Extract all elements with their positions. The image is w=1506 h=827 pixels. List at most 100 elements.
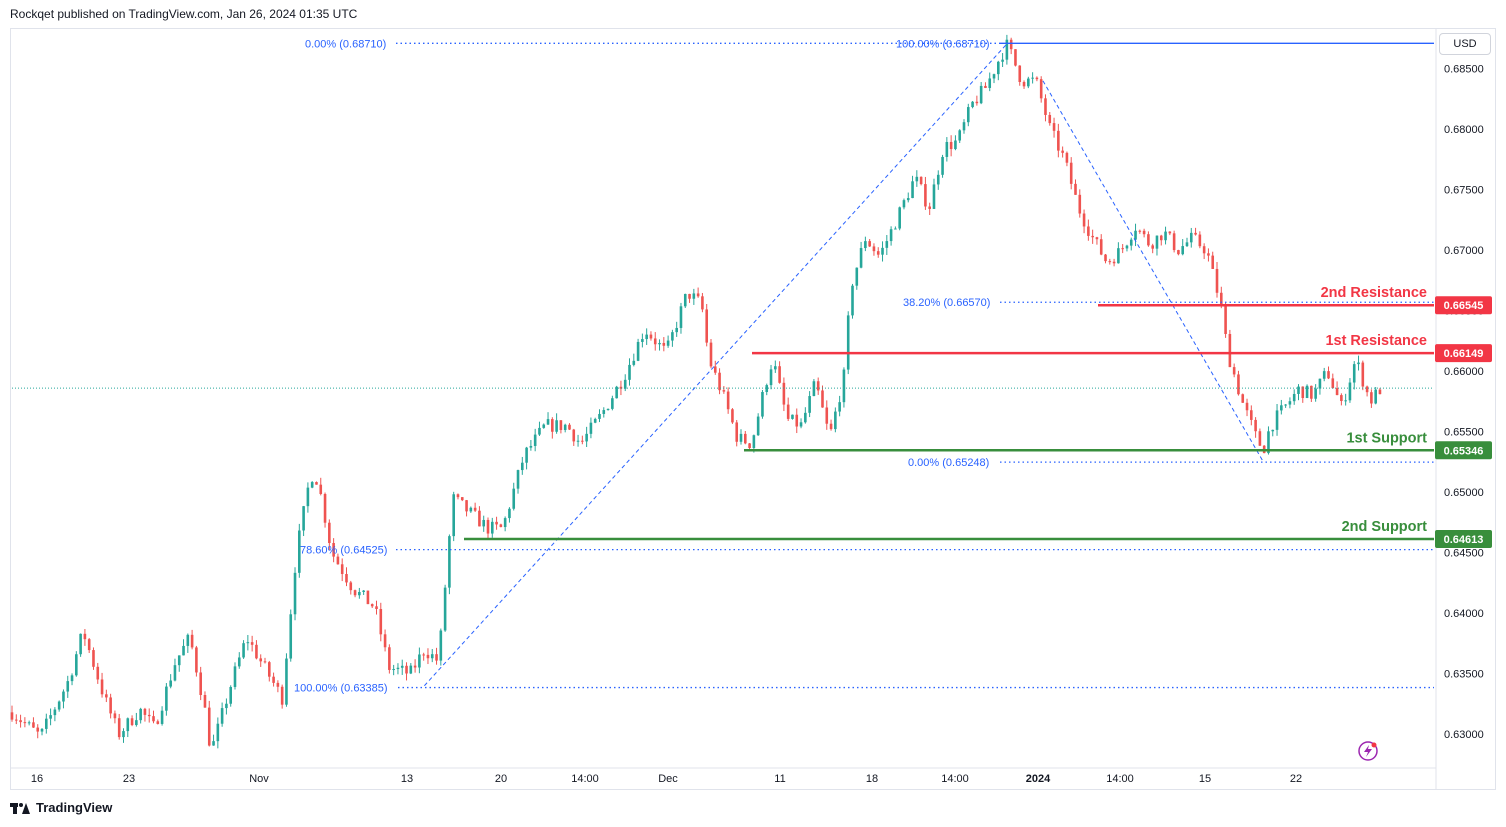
candle-body xyxy=(83,633,87,640)
candle-body xyxy=(216,723,220,742)
x-tick-label: 14:00 xyxy=(941,773,969,785)
candle-body xyxy=(679,306,683,328)
candle-body xyxy=(1288,401,1292,405)
candle-body xyxy=(203,695,207,708)
candle-body xyxy=(692,293,696,299)
candle-body xyxy=(366,590,370,605)
lightning-icon[interactable] xyxy=(1357,740,1379,762)
candle-body xyxy=(636,341,640,361)
chart-frame[interactable] xyxy=(10,28,1496,790)
candle-body xyxy=(1087,226,1090,236)
candle-body xyxy=(705,309,709,343)
candle-body xyxy=(469,507,473,512)
candle-body xyxy=(40,728,44,732)
candle-body xyxy=(452,494,455,537)
candle-body xyxy=(456,494,460,498)
x-tick-label: 14:00 xyxy=(571,773,599,785)
x-tick-label: 16 xyxy=(31,773,43,785)
candle-body xyxy=(465,500,468,512)
x-tick-label: 2024 xyxy=(1026,773,1051,785)
candle-body xyxy=(340,564,344,575)
support-level-label: 2nd Support xyxy=(1342,519,1428,535)
candle-body xyxy=(117,718,121,738)
x-tick-label: Nov xyxy=(249,773,269,785)
resistance-level-label: 1st Resistance xyxy=(1325,333,1427,349)
candle-body xyxy=(156,721,160,724)
candle-body xyxy=(894,228,897,230)
candle-body xyxy=(1177,250,1180,255)
candle-body xyxy=(53,709,57,716)
candle-body xyxy=(1164,231,1167,241)
candle-body xyxy=(1335,388,1339,396)
candle-body xyxy=(70,675,74,682)
candle-body xyxy=(1250,410,1253,420)
candle-body xyxy=(722,390,726,392)
candle-body xyxy=(555,420,558,432)
candle-body xyxy=(731,409,734,423)
candle-body xyxy=(1378,389,1382,395)
candle-body xyxy=(876,251,880,255)
candle-body xyxy=(765,385,769,392)
candle-body xyxy=(795,414,799,427)
candle-body xyxy=(1052,123,1056,131)
candle-body xyxy=(19,720,22,723)
candle-body xyxy=(949,141,953,150)
footer-brand[interactable]: TradingView xyxy=(10,800,112,815)
candle-body xyxy=(1344,400,1347,402)
candle-body xyxy=(1374,389,1377,404)
y-tick-label: 0.63500 xyxy=(1444,669,1484,681)
candle-body xyxy=(619,386,623,389)
candle-body xyxy=(1147,234,1150,246)
candle-body xyxy=(345,574,348,583)
candle-body xyxy=(804,412,807,423)
price-badge xyxy=(1435,296,1492,315)
candle-body xyxy=(701,296,704,310)
candle-body xyxy=(572,429,576,442)
candle-body xyxy=(658,342,661,345)
candle-body xyxy=(280,686,284,705)
candle-body xyxy=(1142,230,1146,235)
candle-body xyxy=(96,666,100,680)
candle-body xyxy=(233,666,237,687)
candle-body xyxy=(508,508,511,519)
candle-body xyxy=(1155,235,1159,249)
candle-body xyxy=(593,418,597,423)
y-tick-label: 0.68500 xyxy=(1444,64,1484,76)
candle-body xyxy=(846,315,850,370)
candle-body xyxy=(962,122,966,131)
candle-body xyxy=(958,130,962,141)
candle-body xyxy=(486,519,490,534)
candle-body xyxy=(1202,246,1206,254)
candle-body xyxy=(538,427,541,435)
candle-body xyxy=(289,614,293,659)
candle-body xyxy=(1207,253,1210,256)
candle-body xyxy=(293,572,297,615)
x-tick-label: 18 xyxy=(866,773,878,785)
candle-body xyxy=(1005,39,1009,60)
candle-body xyxy=(370,604,374,607)
candle-body xyxy=(774,366,777,370)
candle-body xyxy=(649,334,653,339)
candle-body xyxy=(298,530,301,573)
currency-selector[interactable]: USD xyxy=(1439,33,1491,55)
candle-body xyxy=(1022,81,1026,87)
candle-body xyxy=(237,657,241,667)
candle-body xyxy=(383,634,387,648)
candle-body xyxy=(32,722,35,728)
fib-trend-line xyxy=(424,42,1008,687)
candle-body xyxy=(250,642,254,645)
candle-body xyxy=(10,712,14,720)
candle-body xyxy=(1138,230,1142,232)
candle-body xyxy=(1219,292,1223,306)
candle-body xyxy=(1340,395,1343,402)
candle-body xyxy=(782,382,786,405)
candle-body xyxy=(1151,245,1154,249)
candle-body xyxy=(611,398,614,409)
candle-body xyxy=(1284,404,1287,406)
candle-body xyxy=(743,433,747,444)
price-badge-label: 0.64613 xyxy=(1444,534,1484,546)
candle-body xyxy=(499,524,503,528)
fib-level-label: 78.60% (0.64525) xyxy=(300,545,387,557)
candle-body xyxy=(328,522,331,544)
